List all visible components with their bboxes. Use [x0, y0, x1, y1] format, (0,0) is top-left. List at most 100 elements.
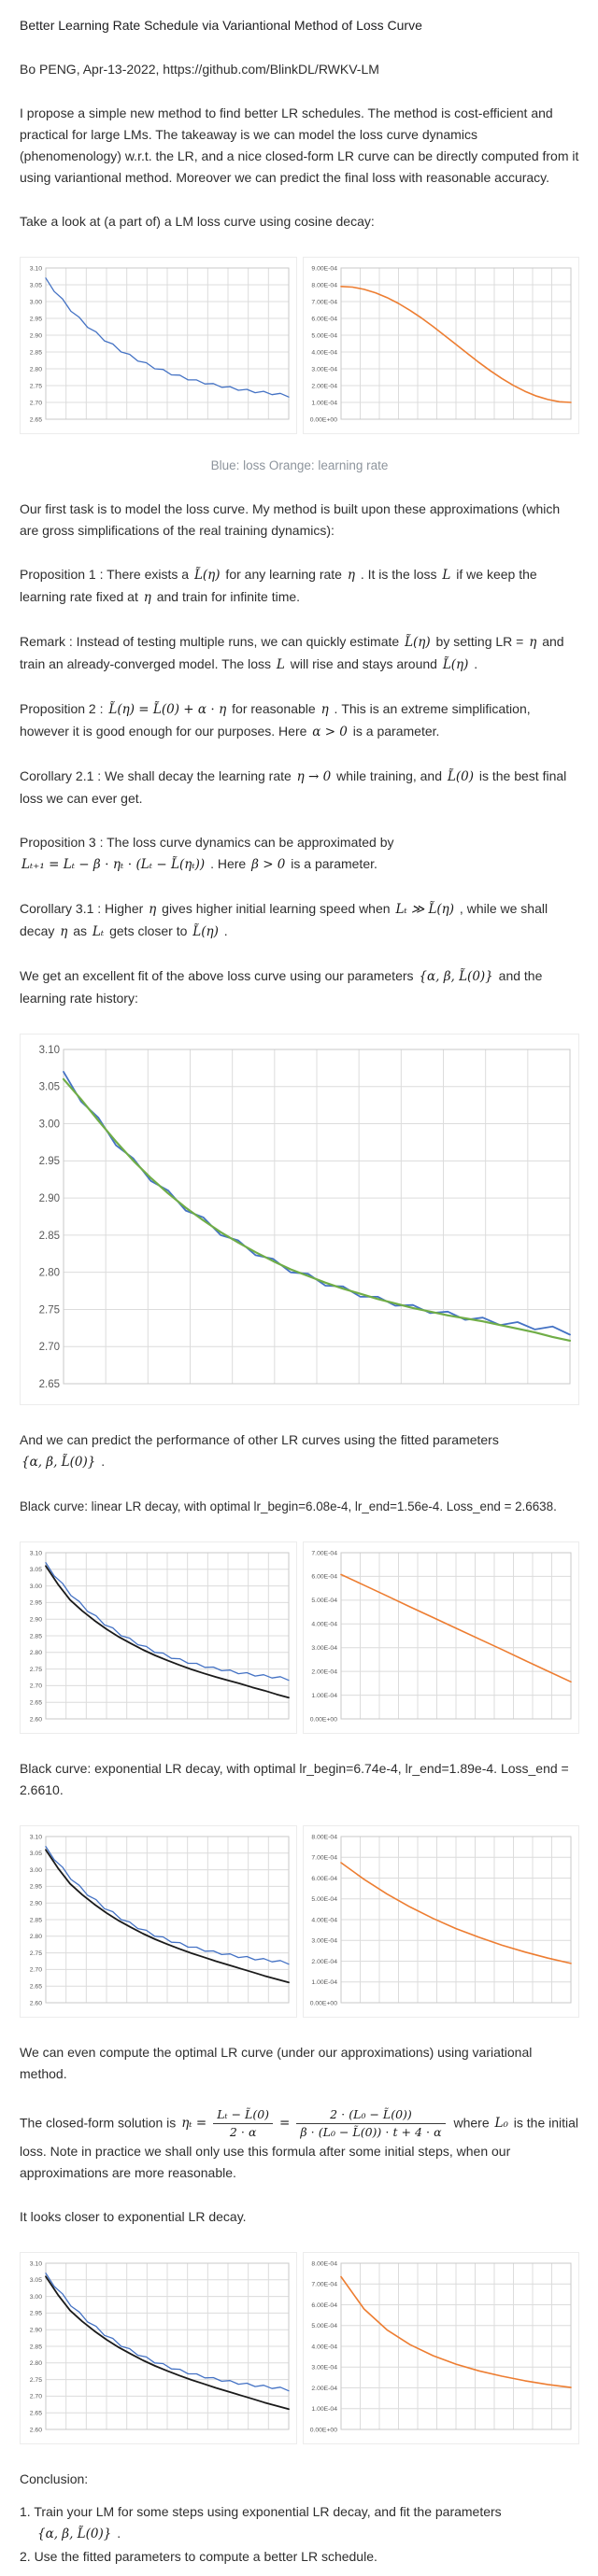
svg-text:8.00E-04: 8.00E-04	[311, 2260, 337, 2267]
chart-pair-exponential: 3.10 3.05 3.00 2.95 2.90 2.85 2.80 2.75 2.70 2.65…	[20, 1825, 579, 2018]
para-closed-form: The closed-form solution is ηₜ = Lₜ − L̃(…	[20, 2107, 579, 2180]
para-variational: We can even compute the optimal LR curve…	[20, 2045, 533, 2081]
svg-text:3.10: 3.10	[39, 1045, 60, 1056]
para-black-linear: Black curve: linear LR decay, with optim…	[20, 1499, 557, 1513]
chart-lr-exponential: 8.00E-04 7.00E-04 6.00E-04 5.00E-04 4.00E-04…	[306, 1831, 576, 2012]
inline-math: η	[347, 568, 355, 583]
svg-text:2.70: 2.70	[30, 1683, 42, 1690]
svg-text:7.00E-04: 7.00E-04	[311, 1855, 337, 1862]
chart-loss-exponential: 3.10 3.05 3.00 2.95 2.90 2.85 2.80 2.75 2.70 2.65…	[23, 1831, 293, 2012]
svg-text:2.90: 2.90	[30, 1901, 42, 1907]
chart-loss-exponential-box: 3.10 3.05 3.00 2.95 2.90 2.85 2.80 2.75 2.70 2.65…	[20, 1825, 297, 2018]
chart-loss-fit-box: 3.10 3.05 3.00 2.95 2.90 2.85 2.80 2.75 2.70 2.65	[20, 1034, 579, 1405]
inline-math: L̃(η)	[193, 568, 221, 583]
svg-text:0.00E+00: 0.00E+00	[310, 1716, 338, 1723]
svg-text:3.00: 3.00	[30, 1584, 42, 1590]
svg-text:6.00E-04: 6.00E-04	[311, 1574, 337, 1581]
svg-text:4.00E-04: 4.00E-04	[311, 2344, 337, 2350]
svg-text:2.80: 2.80	[30, 2360, 42, 2367]
inline-math: L̃(0)	[447, 769, 474, 784]
svg-text:2.75: 2.75	[30, 383, 42, 389]
svg-text:2.00E-04: 2.00E-04	[311, 383, 337, 389]
inline-math: η	[143, 590, 151, 605]
inline-math: α > 0	[312, 725, 348, 739]
svg-text:5.00E-04: 5.00E-04	[311, 2323, 337, 2330]
para-remark: Remark : Instead of testing multiple run…	[20, 634, 564, 672]
svg-text:8.00E-04: 8.00E-04	[311, 282, 337, 289]
svg-text:2.90: 2.90	[30, 2327, 42, 2333]
svg-text:7.00E-04: 7.00E-04	[311, 1550, 337, 1556]
svg-text:2.85: 2.85	[39, 1231, 60, 1242]
svg-text:2.65: 2.65	[30, 2410, 42, 2416]
chart-pair-linear: 3.10 3.05 3.00 2.95 2.90 2.85 2.80 2.75 2.70 2.65…	[20, 1541, 579, 1734]
svg-text:3.05: 3.05	[39, 1082, 60, 1093]
chart-lr-linear-box: 7.00E-04 6.00E-04 5.00E-04 4.00E-04 3.00E-04…	[303, 1541, 579, 1734]
svg-text:2.00E-04: 2.00E-04	[311, 1668, 337, 1675]
svg-text:3.00E-04: 3.00E-04	[311, 1645, 337, 1652]
svg-text:2.00E-04: 2.00E-04	[311, 1959, 337, 1965]
chart-lr-variational: 8.00E-04 7.00E-04 6.00E-04 5.00E-04 4.00E-04…	[306, 2258, 576, 2439]
inline-math: Lₜ ≫ L̃(η)	[395, 902, 455, 917]
svg-text:1.00E-04: 1.00E-04	[311, 1693, 337, 1699]
svg-text:2.80: 2.80	[30, 1650, 42, 1656]
chart-loss-linear: 3.10 3.05 3.00 2.95 2.90 2.85 2.80 2.75 2.70 2.65…	[23, 1547, 293, 1728]
inline-math: L̃(η)	[442, 657, 469, 672]
svg-text:3.10: 3.10	[30, 1550, 42, 1556]
svg-text:2.85: 2.85	[30, 2344, 42, 2350]
svg-text:2.00E-04: 2.00E-04	[311, 2385, 337, 2391]
svg-text:3.00E-04: 3.00E-04	[311, 2364, 337, 2371]
inline-math: {α, β, L̃(0)}	[21, 1455, 96, 1470]
svg-text:3.00E-04: 3.00E-04	[311, 1938, 337, 1945]
svg-text:2.70: 2.70	[30, 2393, 42, 2400]
svg-text:2.85: 2.85	[30, 1633, 42, 1640]
chart-loss-variational-box: 3.10 3.05 3.00 2.95 2.90 2.85 2.80 2.75 2.70 2.65…	[20, 2251, 297, 2444]
svg-text:3.10: 3.10	[30, 2260, 42, 2267]
para-corollary-2-1: Corollary 2.1 : We shall decay the learn…	[20, 768, 567, 806]
svg-text:2.80: 2.80	[30, 366, 42, 373]
svg-text:1.00E-04: 1.00E-04	[311, 2406, 337, 2413]
inline-math: ηₜ =	[181, 2116, 207, 2132]
inline-math: L̃(η) = L̃(0) + α ⋅ η	[108, 702, 227, 717]
chart-pair-variational: 3.10 3.05 3.00 2.95 2.90 2.85 2.80 2.75 2.70 2.65…	[20, 2251, 579, 2444]
svg-text:4.00E-04: 4.00E-04	[311, 1622, 337, 1628]
svg-text:5.00E-04: 5.00E-04	[311, 332, 337, 339]
svg-text:2.75: 2.75	[30, 1667, 42, 1673]
inline-math: η → 0	[296, 769, 332, 784]
para-intro: I propose a simple new method to find be…	[20, 106, 579, 185]
para-proposition-3: Proposition 3 : The loss curve dynamics …	[20, 835, 394, 872]
svg-text:2.95: 2.95	[30, 1600, 42, 1607]
svg-text:2.65: 2.65	[30, 416, 42, 423]
svg-text:8.00E-04: 8.00E-04	[311, 1834, 337, 1840]
chart-lr-cosine: 9.00E-04 8.00E-04 7.00E-04 6.00E-04 5.00E-04…	[306, 262, 576, 429]
svg-text:2.75: 2.75	[39, 1304, 60, 1316]
inline-math: Lₜ	[92, 924, 105, 939]
svg-text:3.00: 3.00	[39, 1119, 60, 1130]
svg-text:2.70: 2.70	[30, 400, 42, 406]
math-fraction: Lₜ − L̃(0) 2 ⋅ α	[213, 2107, 274, 2141]
chart-loss-cosine-box: 3.10 3.05 3.00 2.95 2.90 2.85 2.80 2.75 2.70 2.65	[20, 257, 297, 434]
svg-text:2.60: 2.60	[30, 2000, 42, 2006]
chart-lr-variational-box: 8.00E-04 7.00E-04 6.00E-04 5.00E-04 4.00E-04…	[303, 2251, 579, 2444]
svg-text:0.00E+00: 0.00E+00	[310, 2427, 338, 2433]
svg-text:2.90: 2.90	[30, 332, 42, 339]
svg-text:3.00E-04: 3.00E-04	[311, 366, 337, 373]
inline-math: η	[529, 635, 537, 650]
svg-text:2.95: 2.95	[30, 2310, 42, 2316]
chart-lr-exponential-box: 8.00E-04 7.00E-04 6.00E-04 5.00E-04 4.00E-04…	[303, 1825, 579, 2018]
para-proposition-2: Proposition 2 : L̃(η) = L̃(0) + α ⋅ η fo…	[20, 701, 531, 739]
svg-text:2.65: 2.65	[30, 1700, 42, 1707]
svg-text:2.85: 2.85	[30, 349, 42, 356]
svg-text:2.80: 2.80	[30, 1934, 42, 1940]
para-model-task: Our first task is to model the loss curv…	[20, 501, 561, 538]
chart-lr-linear: 7.00E-04 6.00E-04 5.00E-04 4.00E-04 3.00E-04…	[306, 1547, 576, 1728]
svg-text:0.00E+00: 0.00E+00	[310, 2000, 338, 2006]
inline-math: η	[149, 902, 157, 917]
svg-text:2.90: 2.90	[39, 1193, 60, 1204]
svg-text:3.00: 3.00	[30, 1867, 42, 1874]
inline-math: {α, β, L̃(0)}	[419, 969, 493, 984]
math-fraction: 2 ⋅ (L₀ − L̃(0)) β ⋅ (L₀ − L̃(0)) ⋅ t + 4…	[296, 2107, 446, 2141]
para-fit: We get an excellent fit of the above los…	[20, 968, 543, 1006]
inline-math: {α, β, L̃(0)}	[37, 2526, 112, 2541]
svg-text:3.05: 3.05	[30, 1567, 42, 1573]
